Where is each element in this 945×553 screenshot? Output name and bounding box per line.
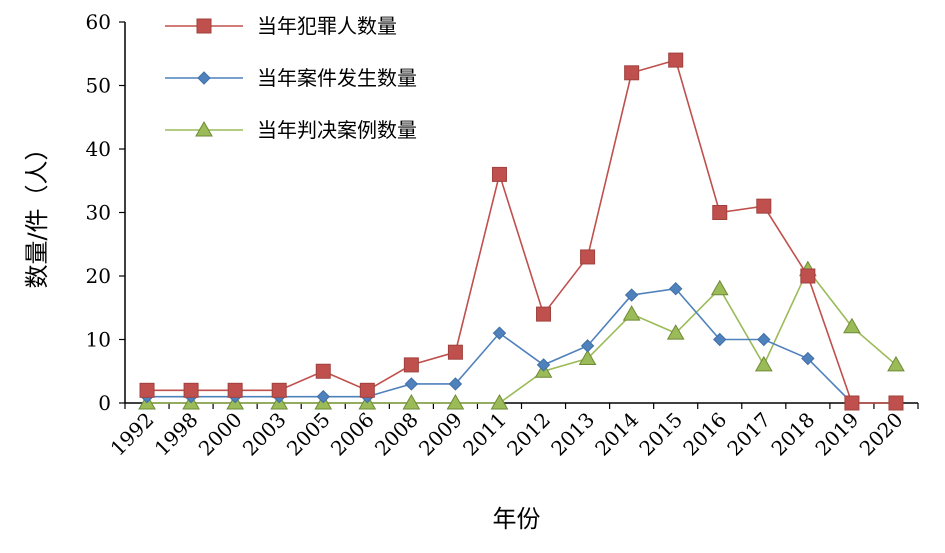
data-point bbox=[668, 52, 684, 68]
x-tick-label: 2003 bbox=[238, 408, 291, 461]
data-point bbox=[316, 389, 330, 404]
x-tick-label: 2018 bbox=[766, 408, 819, 461]
data-point bbox=[712, 205, 728, 220]
data-point bbox=[713, 332, 727, 347]
y-tick-label: 0 bbox=[98, 391, 111, 415]
legend-label: 当年判决案例数量 bbox=[257, 118, 417, 142]
y-tick-label: 20 bbox=[86, 264, 111, 288]
data-point bbox=[403, 357, 419, 373]
series-line bbox=[147, 59, 896, 404]
series-3 bbox=[138, 260, 905, 410]
x-tick-label: 2008 bbox=[370, 408, 423, 461]
legend-label: 当年犯罪人数量 bbox=[257, 14, 397, 38]
data-point bbox=[668, 281, 683, 296]
y-tick-label: 10 bbox=[86, 328, 111, 352]
data-point bbox=[491, 166, 507, 182]
x-tick-label: 2013 bbox=[546, 408, 599, 461]
x-tick-label: 2015 bbox=[634, 408, 687, 461]
data-point bbox=[536, 358, 551, 372]
data-point bbox=[580, 249, 596, 265]
series-line bbox=[147, 287, 853, 404]
y-tick-label: 60 bbox=[86, 10, 111, 34]
x-tick-label: 1992 bbox=[106, 408, 159, 461]
legend-item-3: 当年判决案例数量 bbox=[165, 118, 417, 142]
legend-marker bbox=[196, 18, 212, 34]
y-axis-title: 数量/件（人） bbox=[23, 136, 51, 288]
data-point bbox=[492, 326, 507, 340]
legend-label: 当年案件发生数量 bbox=[257, 66, 417, 90]
legend-marker bbox=[197, 71, 211, 85]
data-point bbox=[315, 363, 331, 379]
data-point bbox=[536, 306, 552, 322]
data-point bbox=[756, 198, 772, 214]
data-point bbox=[888, 395, 904, 411]
legend-item-1: 当年犯罪人数量 bbox=[165, 14, 397, 38]
x-tick-label: 1998 bbox=[150, 408, 203, 461]
series-1 bbox=[139, 52, 904, 411]
data-point bbox=[843, 317, 861, 334]
x-tick-label: 2017 bbox=[722, 408, 775, 461]
data-point bbox=[490, 393, 509, 410]
data-point bbox=[666, 324, 685, 340]
data-point bbox=[271, 382, 287, 398]
x-tick-label: 2019 bbox=[810, 408, 863, 461]
data-point bbox=[578, 349, 597, 366]
x-tick-label: 2009 bbox=[414, 408, 467, 461]
data-point bbox=[710, 279, 729, 296]
y-tick-label: 30 bbox=[86, 201, 111, 225]
series-line bbox=[147, 268, 897, 404]
x-tick-label: 2020 bbox=[855, 408, 908, 461]
data-point bbox=[844, 395, 860, 411]
data-point bbox=[404, 377, 419, 391]
y-tick-label: 50 bbox=[86, 74, 111, 98]
data-point bbox=[754, 355, 773, 372]
data-point bbox=[580, 339, 595, 353]
data-point bbox=[402, 393, 421, 410]
x-axis-title: 年份 bbox=[493, 505, 541, 533]
x-tick-label: 2011 bbox=[458, 408, 511, 461]
data-point bbox=[139, 382, 155, 398]
data-point bbox=[624, 65, 640, 81]
data-point bbox=[624, 288, 639, 302]
x-tick-label: 2016 bbox=[678, 408, 731, 461]
x-tick-label: 2005 bbox=[282, 408, 335, 461]
y-tick-label: 40 bbox=[86, 137, 111, 161]
legend-item-2: 当年案件发生数量 bbox=[165, 66, 417, 90]
x-tick-label: 2014 bbox=[590, 408, 643, 461]
x-tick-label: 2006 bbox=[326, 408, 379, 461]
legend-marker bbox=[195, 120, 213, 137]
data-point bbox=[448, 377, 463, 391]
x-tick-label: 2000 bbox=[194, 408, 247, 461]
data-point bbox=[447, 344, 463, 360]
data-point bbox=[183, 382, 199, 398]
data-point bbox=[887, 355, 905, 372]
series-group bbox=[138, 52, 905, 411]
data-point bbox=[359, 382, 375, 398]
data-point bbox=[800, 268, 816, 284]
data-point bbox=[446, 393, 465, 410]
x-tick-label: 2012 bbox=[502, 408, 555, 461]
data-point bbox=[801, 351, 815, 366]
data-point bbox=[757, 332, 771, 347]
data-point bbox=[622, 305, 641, 321]
data-point bbox=[227, 382, 243, 398]
